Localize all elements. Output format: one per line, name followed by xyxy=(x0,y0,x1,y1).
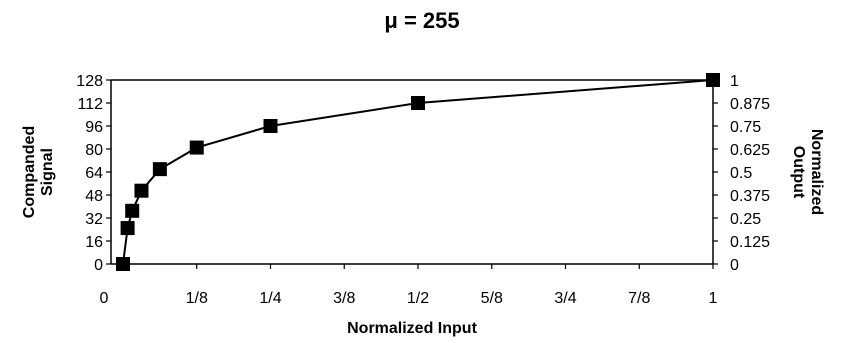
y-right-tick-label: 1 xyxy=(730,73,739,90)
y-right-ticks: 0 0.125 0.25 0.375 0.5 0.625 0.75 0.875 1 xyxy=(713,73,770,274)
y-left-tick-label: 128 xyxy=(76,73,103,90)
data-point-marker xyxy=(120,221,135,236)
x-tick-label: 7/8 xyxy=(628,290,650,307)
y-left-tick-label: 0 xyxy=(94,257,103,274)
y-left-ticks: 0 16 32 48 64 80 96 112 128 xyxy=(76,73,111,274)
y-right-tick-label: 0.75 xyxy=(730,119,761,136)
y-right-title-line1: Normalized xyxy=(808,129,825,215)
x-tick-label: 1 xyxy=(709,290,718,307)
y-right-tick-label: 0.25 xyxy=(730,211,761,228)
y-right-tick-label: 0.875 xyxy=(730,96,770,113)
y-right-tick-label: 0.125 xyxy=(730,234,770,251)
y-left-axis-title: Companded Signal xyxy=(21,126,56,218)
y-left-tick-label: 80 xyxy=(85,142,103,159)
x-tick-label: 5/8 xyxy=(481,290,503,307)
y-right-tick-label: 0.5 xyxy=(730,165,752,182)
data-point-marker xyxy=(706,73,720,87)
y-left-tick-label: 112 xyxy=(77,96,103,113)
data-point-marker xyxy=(134,183,149,198)
x-tick-label: 1/2 xyxy=(407,290,429,307)
y-left-title-line2: Signal xyxy=(39,148,56,196)
y-right-tick-label: 0.375 xyxy=(730,188,770,205)
x-tick-label: 1/4 xyxy=(259,290,281,307)
data-point-marker xyxy=(189,140,204,155)
y-right-tick-label: 0.625 xyxy=(730,142,770,159)
y-left-tick-label: 16 xyxy=(85,234,103,251)
y-left-tick-label: 64 xyxy=(85,165,103,182)
data-point-marker xyxy=(152,162,167,177)
y-left-title-line1: Companded xyxy=(21,126,38,218)
data-point-marker xyxy=(263,119,278,133)
y-right-axis-title: Normalized Output xyxy=(790,129,825,215)
x-ticks: 0 1/8 1/4 3/8 1/2 5/8 3/4 7/8 1 xyxy=(100,264,718,307)
y-left-tick-label: 32 xyxy=(85,211,103,228)
x-axis-title: Normalized Input xyxy=(347,320,477,337)
y-left-tick-label: 96 xyxy=(85,119,103,136)
y-right-title-line2: Output xyxy=(790,146,807,199)
y-left-tick-label: 48 xyxy=(85,188,103,205)
x-tick-label: 3/4 xyxy=(554,290,576,307)
x-tick-label: 3/8 xyxy=(333,290,355,307)
y-right-tick-label: 0 xyxy=(730,257,739,274)
x-tick-label: 0 xyxy=(100,290,109,307)
data-point-marker xyxy=(125,203,140,218)
x-tick-label: 1/8 xyxy=(186,290,208,307)
data-point-marker xyxy=(411,96,425,110)
series-1 xyxy=(116,73,720,271)
chart-title: μ = 255 xyxy=(384,8,459,33)
data-point-marker xyxy=(116,257,130,271)
